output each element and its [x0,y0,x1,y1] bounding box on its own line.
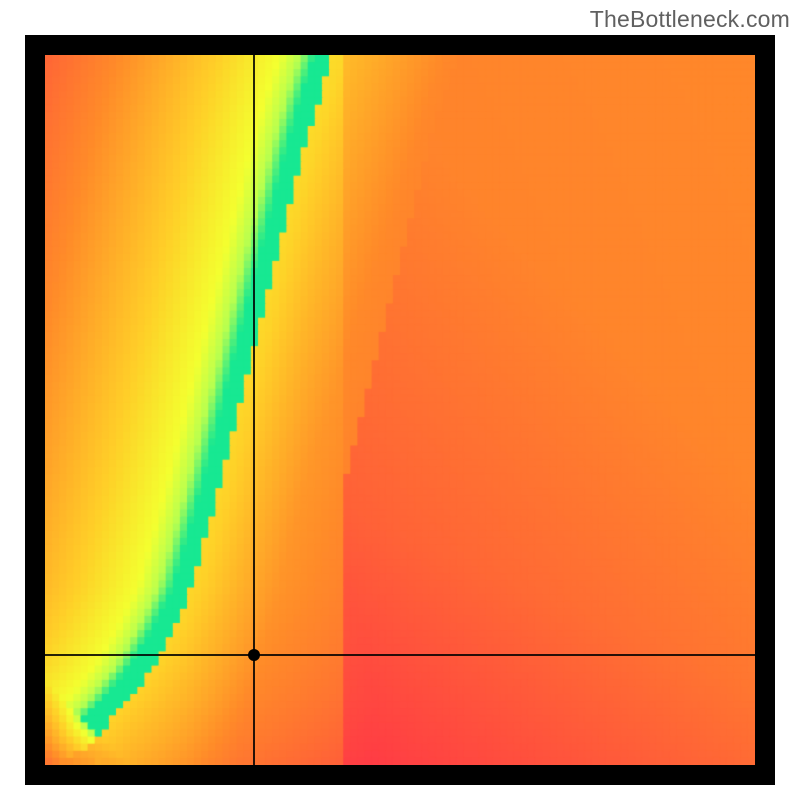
crosshair-point [248,649,260,661]
chart-plot-area [45,55,755,765]
chart-frame [25,35,775,785]
heatmap-canvas [45,55,755,765]
watermark-text: TheBottleneck.com [590,6,790,33]
crosshair-horizontal [45,654,755,656]
